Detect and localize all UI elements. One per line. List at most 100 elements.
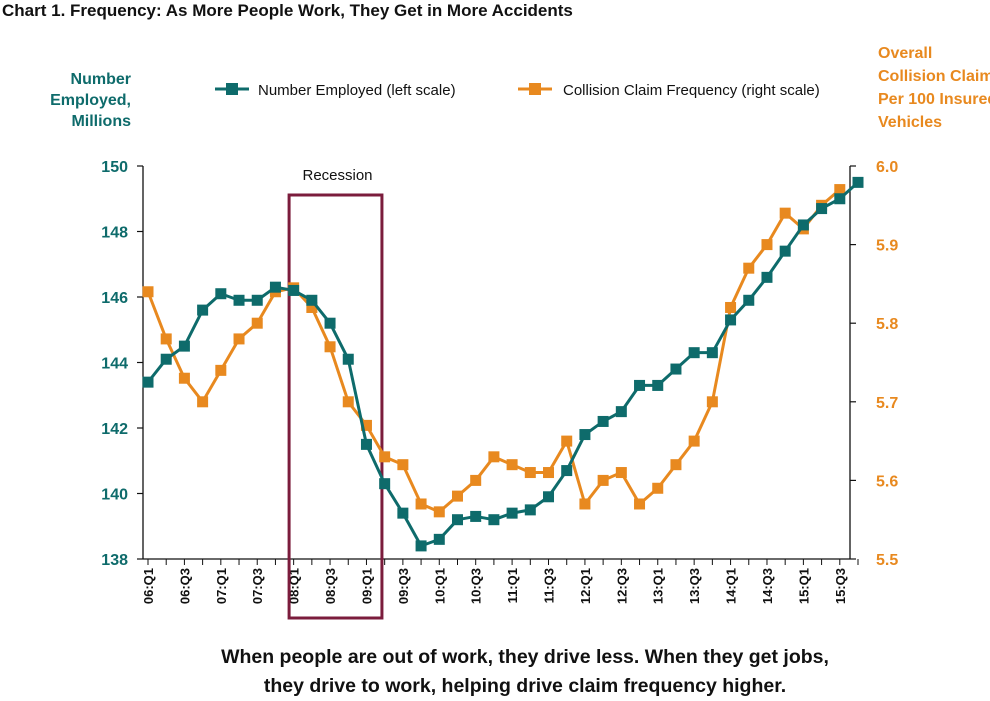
frequency-point <box>433 506 445 518</box>
frequency-point <box>524 467 536 479</box>
x-tick-label: 07:Q1 <box>214 568 229 604</box>
employed-point <box>360 438 372 450</box>
employed-point <box>379 478 391 490</box>
frequency-point <box>379 451 391 463</box>
employed-point <box>743 294 755 306</box>
employed-point <box>324 317 336 329</box>
frequency-point <box>142 286 154 298</box>
employed-point <box>816 203 828 215</box>
left-axis-title-line: Employed, <box>50 92 131 109</box>
x-tick-label: 07:Q3 <box>250 568 265 604</box>
frequency-point <box>342 396 354 408</box>
frequency-point <box>324 341 336 353</box>
employed-point <box>269 281 281 293</box>
frequency-point <box>251 317 263 329</box>
x-tick-label: 06:Q3 <box>177 568 192 604</box>
x-tick-label: 09:Q3 <box>396 568 411 604</box>
frequency-point <box>652 482 664 494</box>
employed-point <box>288 284 300 296</box>
left-axis-title-line: Millions <box>71 113 131 130</box>
frequency-point <box>834 184 846 196</box>
right-axis-title-line: Collision Claims <box>878 68 990 85</box>
employed-point <box>451 514 463 526</box>
employed-point <box>615 406 627 418</box>
frequency-point <box>306 301 318 313</box>
x-tick-label: 09:Q1 <box>359 568 374 604</box>
left-tick-label: 146 <box>101 290 128 307</box>
frequency-point <box>706 396 718 408</box>
x-tick-label: 14:Q3 <box>760 568 775 604</box>
frequency-point <box>451 490 463 502</box>
x-tick-label: 10:Q3 <box>469 568 484 604</box>
legend-marker-frequency <box>529 83 541 95</box>
right-axis-title-line: Vehicles <box>878 114 942 131</box>
frequency-point <box>561 435 573 447</box>
x-tick-label: 11:Q3 <box>542 568 557 603</box>
left-axis-title: Number Employed, Millions <box>50 71 131 130</box>
frequency-point <box>360 419 372 431</box>
right-axis-title-line: Per 100 Insured <box>878 91 990 108</box>
employed-line <box>146 181 860 548</box>
chart-title: Chart 1. Frequency: As More People Work,… <box>2 1 573 20</box>
employed-point <box>706 347 718 359</box>
employed-point <box>251 294 263 306</box>
x-tick-label: 10:Q1 <box>432 568 447 604</box>
frequency-point <box>233 333 245 345</box>
frequency-point <box>506 459 518 471</box>
employed-point <box>725 314 737 326</box>
employed-point <box>488 514 500 526</box>
employed-point <box>797 219 809 231</box>
left-tick-label: 140 <box>101 487 128 504</box>
frequency-point <box>761 239 773 251</box>
frequency-line <box>146 188 841 514</box>
employed-point <box>197 304 209 316</box>
caption-line-2: they drive to work, helping drive claim … <box>263 675 787 697</box>
left-tick-label: 138 <box>101 552 128 569</box>
caption-line-1: When people are out of work, they drive … <box>221 646 829 668</box>
x-tick-label: 13:Q3 <box>687 568 702 604</box>
left-tick-label: 144 <box>101 356 128 373</box>
axes: 138 140 142 144 146 148 150 5.5 5.6 5.7 5.8 5.9 6.0 0… <box>101 159 898 604</box>
employed-point <box>688 347 700 359</box>
frequency-point <box>688 435 700 447</box>
employed-point <box>470 510 482 522</box>
employed-point <box>524 504 536 516</box>
employed-point <box>834 193 846 205</box>
employed-point <box>779 245 791 257</box>
employed-point <box>306 294 318 306</box>
legend-label-frequency: Collision Claim Frequency (right scale) <box>563 82 820 99</box>
frequency-point <box>197 396 209 408</box>
right-tick-label: 5.5 <box>876 552 898 569</box>
x-tick-label: 12:Q3 <box>614 568 629 604</box>
frequency-point <box>779 207 791 219</box>
frequency-point <box>725 301 737 313</box>
frequency-point <box>597 474 609 486</box>
recession-annotation: Recession <box>287 167 384 620</box>
frequency-point <box>543 467 555 479</box>
right-axis-title-line: Overall <box>878 45 932 62</box>
frequency-point <box>743 262 755 274</box>
left-tick-label: 150 <box>101 159 128 176</box>
employed-point <box>142 376 154 388</box>
frequency-point <box>488 451 500 463</box>
x-tick-label: 15:Q3 <box>833 568 848 604</box>
right-tick-label: 5.7 <box>876 395 898 412</box>
employed-point <box>852 176 864 188</box>
employed-point <box>233 294 245 306</box>
x-tick-label: 13:Q1 <box>651 568 666 604</box>
employed-point <box>597 415 609 427</box>
caption: When people are out of work, they drive … <box>120 643 930 701</box>
right-tick-label: 5.8 <box>876 316 898 333</box>
x-tick-label: 15:Q1 <box>796 568 811 604</box>
employed-point <box>433 533 445 545</box>
employed-point <box>342 353 354 365</box>
right-axis-title: Overall Collision Claims Per 100 Insured Ve… <box>878 45 990 131</box>
employed-point <box>761 271 773 283</box>
employed-point <box>670 363 682 375</box>
legend-marker-employed <box>226 83 238 95</box>
frequency-point <box>634 498 646 510</box>
x-tick-label: 08:Q3 <box>323 568 338 604</box>
x-tick-label: 14:Q1 <box>724 568 739 604</box>
frequency-point <box>215 364 227 376</box>
right-tick-label: 5.6 <box>876 473 898 490</box>
